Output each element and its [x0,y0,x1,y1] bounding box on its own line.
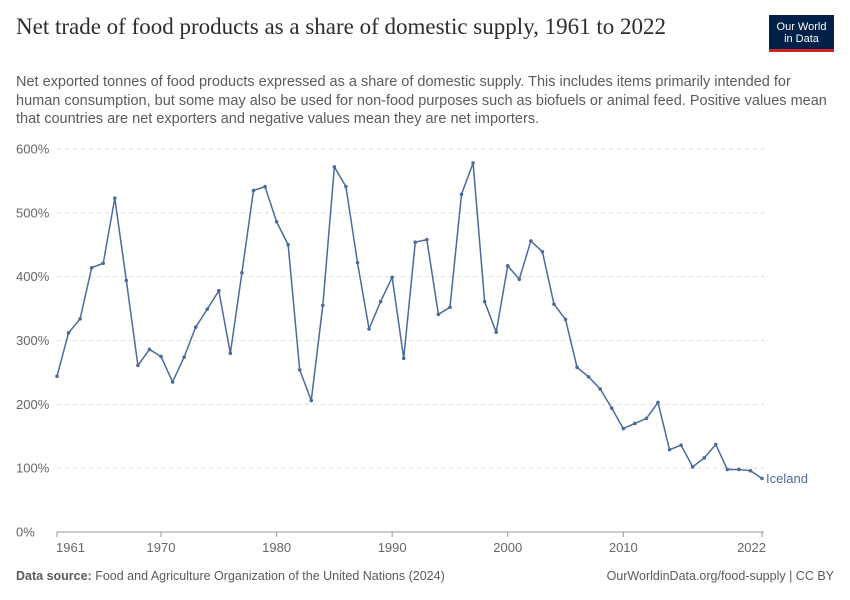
x-tick-label: 1961 [56,540,85,555]
data-point [112,196,117,200]
data-point [344,184,348,189]
data-point [78,316,82,321]
data-point [459,192,464,197]
series-line [56,162,763,480]
y-tick-label: 400% [16,269,50,284]
x-tick-label: 2022 [737,540,766,555]
data-point [251,188,256,193]
data-point [321,303,325,308]
data-point [182,355,186,359]
data-point [367,327,371,331]
data-point [748,468,753,473]
data-point [633,421,637,426]
data-point [240,271,244,275]
data-point [66,331,71,335]
data-point [390,275,394,280]
data-point [760,476,764,481]
x-tick-label: 1990 [378,540,407,555]
data-point [274,219,279,224]
x-tick-label: 2010 [609,540,638,555]
x-tick-label: 1980 [262,540,291,555]
data-point [656,400,660,405]
data-point [563,317,568,322]
data-point [332,165,337,169]
data-point [586,375,591,379]
data-point [286,242,290,247]
y-tick-label: 300% [16,333,50,348]
data-point [217,288,221,293]
y-tick-label: 200% [16,397,50,412]
source-text: Food and Agriculture Organization of the… [95,569,445,583]
x-tick-label: 1970 [147,540,176,555]
data-point [378,299,383,304]
data-point [263,184,267,189]
data-point [309,398,314,403]
owid-logo[interactable]: Our World in Data [769,15,834,52]
data-point [690,465,695,469]
y-tick-label: 500% [16,205,50,220]
data-point [159,354,163,359]
data-point [737,467,741,472]
data-point [147,347,152,352]
data-point [471,161,475,165]
data-point [609,406,614,410]
data-point [355,260,360,265]
x-tick-label: 2000 [493,540,522,555]
y-axis: 0% 100% 200% 300% 400% 500% 600% [16,142,50,540]
data-point [529,239,533,243]
data-point [193,325,198,329]
data-point [517,277,522,282]
data-point [679,443,683,447]
data-point [55,374,59,379]
data-point [494,330,498,335]
y-tick-label: 600% [16,142,50,157]
data-point [124,278,129,283]
logo-line-1: Our World [776,21,827,33]
series-label: Iceland [766,471,808,486]
data-point [598,387,602,391]
y-tick-label: 0% [16,525,35,540]
source-label: Data source: [16,569,92,583]
data-point [101,261,106,266]
data-point [89,265,94,270]
data-point [702,456,707,460]
data-point [413,240,418,244]
chart-subtitle: Net exported tonnes of food products exp… [16,74,827,127]
data-point [436,312,441,317]
data-point [425,237,429,242]
data-point [575,365,579,370]
data-point [644,416,649,421]
data-point [205,307,210,312]
data-point [621,426,626,431]
logo-line-2: in Data [784,33,819,45]
data-point [505,264,510,268]
y-tick-label: 100% [16,461,50,476]
gridlines [57,148,764,533]
data-point [667,447,672,452]
chart-title: Net trade of food products as a share of… [16,14,667,39]
data-point [170,380,175,384]
data-point [401,356,406,361]
data-point [725,467,730,472]
data-point [136,363,140,368]
data-point [297,368,302,372]
footer-link[interactable]: OurWorldinData.org/food-supply | CC BY [606,569,834,583]
data-point [713,442,718,447]
series-layer: Iceland [55,161,808,486]
data-point [228,351,233,356]
data-point [540,249,545,254]
data-point [552,302,556,306]
footer-source: Data source: Food and Agriculture Organi… [16,569,445,583]
x-axis: 1961 1970 1980 1990 2000 2010 2022 [56,532,766,555]
data-point [482,299,487,304]
data-point [448,305,452,310]
